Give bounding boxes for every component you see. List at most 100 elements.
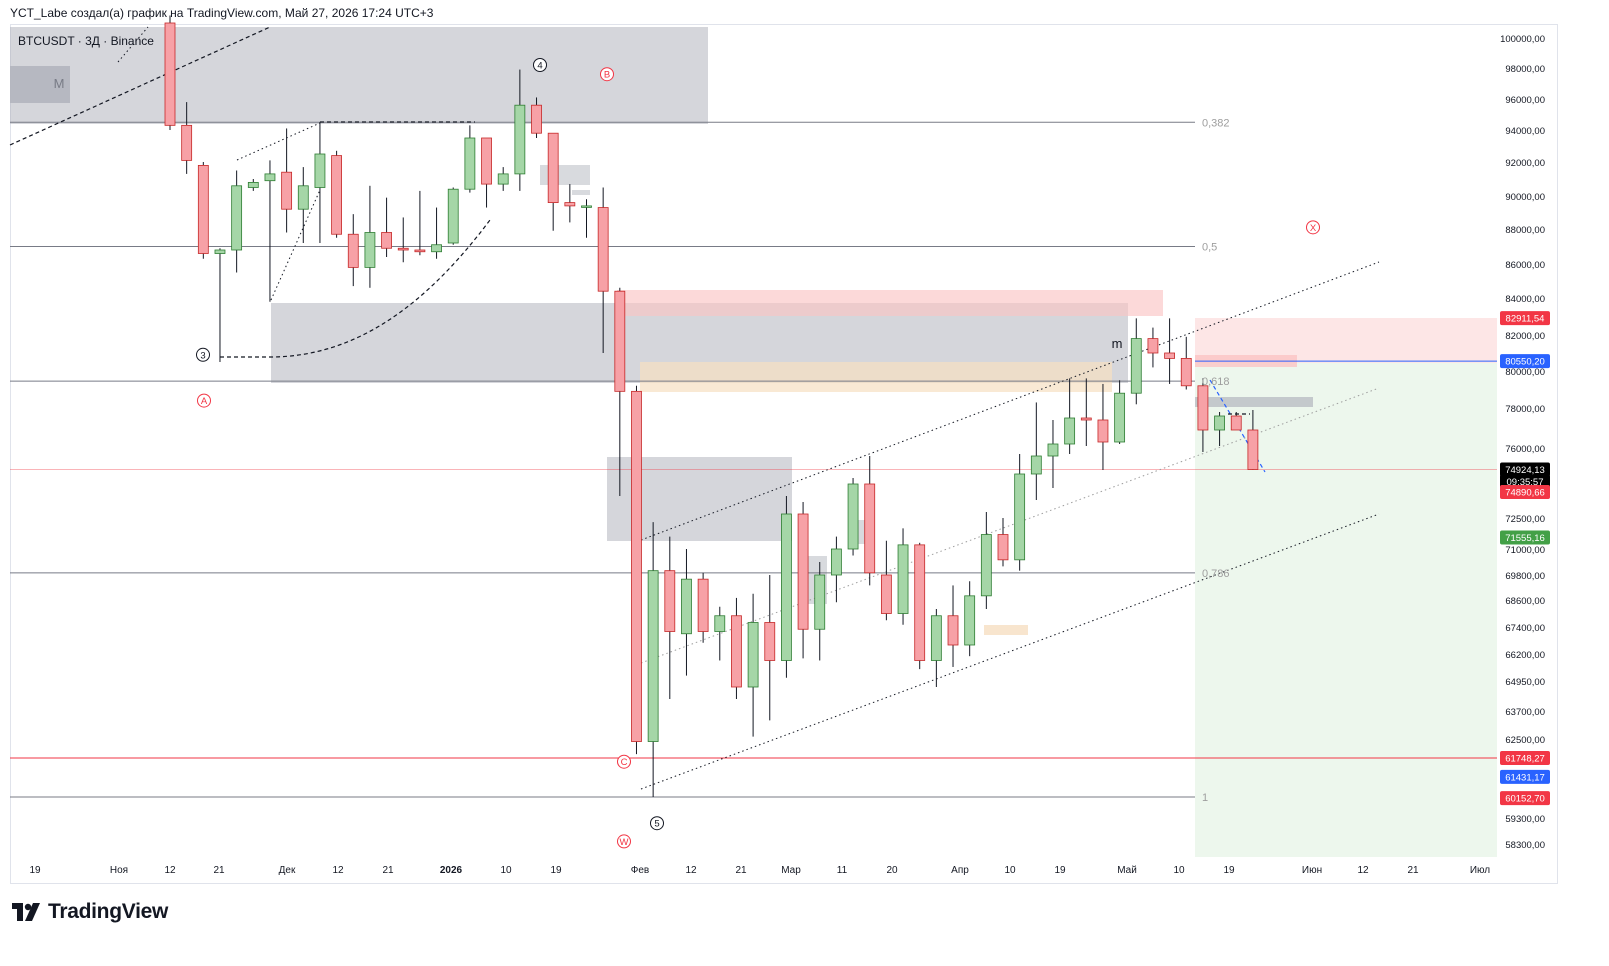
candle-20[interactable] (497, 167, 509, 191)
candle-10[interactable] (331, 150, 343, 238)
candle-22[interactable] (531, 97, 542, 138)
candle-17[interactable] (447, 187, 459, 245)
chart-frame (10, 24, 1558, 884)
candle-25[interactable] (581, 199, 592, 238)
wave-circle (600, 67, 614, 82)
candle-46[interactable] (930, 609, 942, 687)
candle-body (964, 595, 976, 646)
candle-39[interactable] (814, 562, 826, 661)
candle-54[interactable] (1064, 378, 1076, 454)
candle-45[interactable] (914, 542, 926, 670)
candle-40[interactable] (831, 536, 842, 603)
y-tick-label: 100000,00 (1500, 34, 1545, 45)
candle-19[interactable] (481, 137, 492, 208)
candle-15[interactable] (414, 190, 426, 256)
candle-56[interactable] (1097, 383, 1109, 470)
candle-32[interactable] (697, 572, 709, 643)
candle-body (714, 615, 726, 632)
candle-29[interactable] (647, 522, 659, 797)
candle-30[interactable] (664, 536, 676, 699)
candle-24[interactable] (564, 184, 576, 223)
candle-14[interactable] (397, 217, 409, 263)
channel-mid-line (640, 387, 1380, 664)
candle-35[interactable] (747, 593, 759, 737)
candle-18[interactable] (464, 125, 476, 193)
candle-43[interactable] (880, 540, 892, 621)
price-label-text: 61748,27 (1505, 753, 1545, 764)
y-tick-label: 76000,00 (1505, 444, 1545, 455)
candle-31[interactable] (681, 549, 692, 676)
candle-51[interactable] (1014, 454, 1026, 571)
candle-body (1214, 415, 1225, 431)
candle-57[interactable] (1114, 380, 1126, 444)
candle-36[interactable] (764, 575, 776, 721)
candle-58[interactable] (1130, 318, 1142, 405)
candle-52[interactable] (1030, 402, 1042, 500)
candle-42[interactable] (864, 456, 876, 586)
candle-65[interactable] (1247, 410, 1259, 470)
price-label-5: 71555,16 (1500, 530, 1550, 545)
candle-21[interactable] (514, 69, 526, 191)
candle-12[interactable] (364, 185, 376, 288)
candle-13[interactable] (381, 197, 392, 257)
candle-38[interactable] (797, 502, 809, 659)
candle-37[interactable] (781, 496, 792, 678)
candle-62[interactable] (1197, 378, 1209, 452)
candle-26[interactable] (597, 187, 609, 354)
price-label-bg (1500, 530, 1550, 545)
candle-50[interactable] (997, 518, 1009, 567)
candle-body (1030, 455, 1042, 475)
candle-body (631, 390, 642, 742)
candle-55[interactable] (1080, 378, 1092, 446)
candle-body (864, 483, 876, 574)
candle-3[interactable] (214, 248, 226, 362)
candle-body (247, 181, 259, 188)
price-label-6: 61748,27 (1500, 750, 1550, 765)
candle-28[interactable] (631, 385, 642, 755)
channel-upper-line (640, 261, 1380, 541)
candle-4[interactable] (231, 170, 243, 273)
candle-23[interactable] (547, 132, 559, 231)
candle-59[interactable] (1147, 327, 1159, 368)
candle-11[interactable] (347, 214, 359, 287)
x-tick-label: 19 (1223, 865, 1235, 876)
candle-9[interactable] (314, 122, 326, 243)
candle-body (1064, 417, 1076, 445)
candle-44[interactable] (897, 528, 909, 625)
candle-body (497, 173, 509, 185)
candle-16[interactable] (431, 207, 442, 259)
symbol-label[interactable]: BTCUSDT · 3Д · Binance (18, 34, 154, 48)
fib-label-2: 0,618 (1202, 376, 1230, 388)
candle-34[interactable] (731, 597, 742, 699)
candle-60[interactable] (1164, 318, 1175, 384)
price-label-bg (1500, 354, 1550, 369)
candle-61[interactable] (1180, 336, 1192, 390)
candle-63[interactable] (1214, 412, 1225, 446)
candle-47[interactable] (947, 585, 959, 667)
candle-8[interactable] (297, 167, 309, 243)
candle-33[interactable] (714, 606, 726, 661)
candle-2[interactable] (197, 162, 209, 259)
candle-41[interactable] (847, 478, 859, 556)
candle-body (414, 249, 426, 253)
candle-53[interactable] (1047, 420, 1059, 488)
price-label-bg (1500, 750, 1550, 765)
candle-6[interactable] (264, 160, 276, 302)
x-tick-label: Май (1117, 865, 1137, 876)
tradingview-logo-icon (12, 903, 40, 921)
candle-49[interactable] (980, 512, 992, 609)
candle-0[interactable] (164, 15, 176, 131)
tradingview-brand[interactable]: TradingView (12, 900, 168, 924)
brand-name: TradingView (48, 900, 169, 923)
candle-27[interactable] (614, 287, 626, 496)
wave-circle (197, 393, 211, 408)
candle-body (214, 249, 226, 254)
candle-64[interactable] (1230, 412, 1242, 431)
candle-48[interactable] (964, 581, 976, 657)
candle-7[interactable] (281, 128, 293, 233)
candle-1[interactable] (181, 102, 193, 174)
y-tick-label: 92000,00 (1505, 158, 1545, 169)
candle-body (947, 615, 959, 646)
candle-5[interactable] (247, 179, 259, 191)
